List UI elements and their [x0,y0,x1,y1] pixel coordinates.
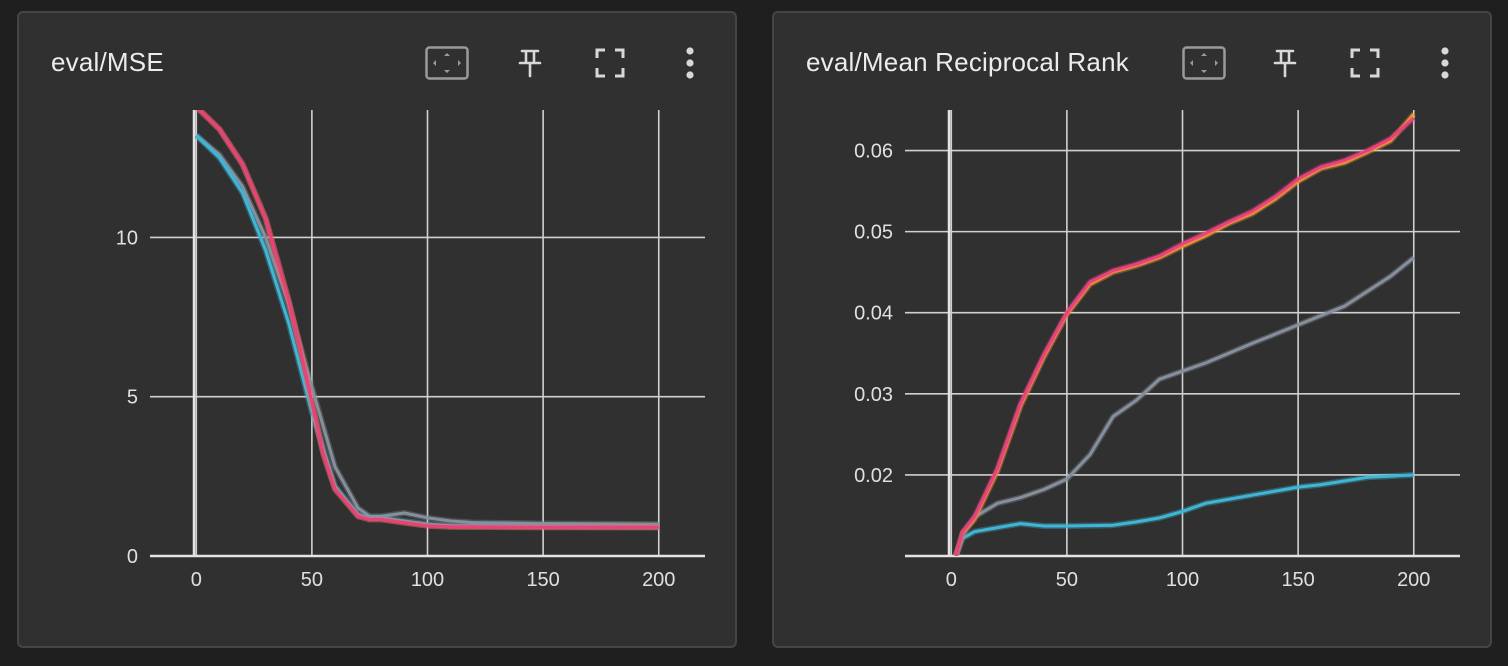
series-line-smoothing [953,112,1417,556]
x-tick-label: 0 [946,569,957,591]
y-tick-label: 0.05 [854,222,893,244]
pin-icon [1273,49,1297,78]
x-tick-label: 0 [191,569,202,591]
y-tick-label: 0 [127,546,138,568]
y-tick-label: 5 [127,387,138,409]
more-options-button[interactable] [1423,45,1467,81]
pin-button[interactable] [508,45,552,81]
fullscreen-icon [595,48,625,78]
fullscreen-button[interactable] [1343,45,1387,81]
series-line-smoothing [953,471,1414,556]
series-line-2 [954,113,1415,556]
y-tick-label: 0.02 [854,465,893,487]
more-vert-icon [1441,47,1449,79]
series-line-0 [954,473,1414,556]
series-line-3 [954,116,1415,556]
series-line-smoothing [953,115,1416,556]
series-line-3 [197,110,659,529]
x-tick-label: 200 [1397,569,1430,591]
x-tick-label: 100 [411,569,444,591]
fit-domain-icon [425,46,469,80]
pin-button[interactable] [1263,45,1307,81]
pin-icon [518,49,542,78]
chart-title: eval/Mean Reciprocal Rank [806,47,1129,77]
x-tick-label: 50 [301,569,323,591]
line-chart-mrr: 0 50 100 150 200 0.02 0.03 0.04 0.05 0.06 [854,110,1460,591]
fit-domain-icon [1182,46,1226,80]
series-line-1 [954,256,1415,556]
y-tick-label: 10 [116,227,138,249]
fullscreen-icon [1350,48,1380,78]
fit-domain-button[interactable] [1182,45,1226,81]
chart-title: eval/MSE [51,47,164,77]
fullscreen-button[interactable] [588,45,632,81]
x-tick-label: 150 [1281,569,1314,591]
x-tick-label: 100 [1166,569,1199,591]
x-tick-label: 50 [1056,569,1078,591]
y-tick-label: 0.03 [854,384,893,406]
line-chart-mse: 0 50 100 150 200 0 5 10 [116,110,705,591]
more-options-button[interactable] [668,45,712,81]
chart-card-mse: eval/MSE 0 50 100 150 200 0 5 10 [17,11,737,648]
fit-domain-button[interactable] [425,45,469,81]
x-tick-label: 200 [642,569,675,591]
more-vert-icon [686,47,694,79]
chart-card-mrr: eval/Mean Reciprocal Rank 0 50 100 150 200 0.… [772,11,1492,648]
x-tick-label: 150 [526,569,559,591]
series-line-0 [195,134,659,526]
y-tick-label: 0.04 [854,303,893,325]
y-tick-label: 0.06 [854,141,893,163]
